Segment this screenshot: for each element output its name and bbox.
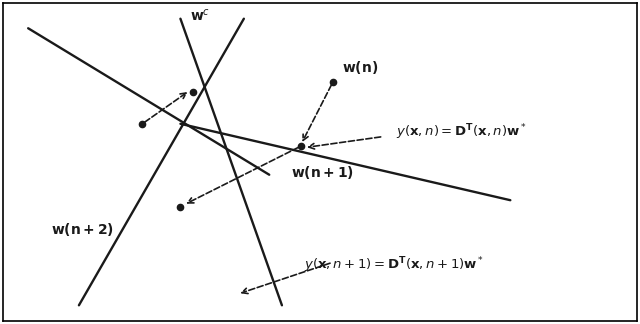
Text: $y(\mathbf{x}, n+1) = \mathbf{D}^\mathbf{T}(\mathbf{x}, n+1)\mathbf{w}^*$: $y(\mathbf{x}, n+1) = \mathbf{D}^\mathbf… xyxy=(304,256,484,275)
Text: $\mathbf{w}^c$: $\mathbf{w}^c$ xyxy=(190,7,210,23)
Text: $\mathbf{w(n+1)}$: $\mathbf{w(n+1)}$ xyxy=(291,164,355,180)
Text: $y(\mathbf{x}, n) = \mathbf{D}^\mathbf{T}(\mathbf{x}, n)\mathbf{w}^*$: $y(\mathbf{x}, n) = \mathbf{D}^\mathbf{T… xyxy=(396,122,527,142)
Text: $\mathbf{w(n+2)}$: $\mathbf{w(n+2)}$ xyxy=(51,221,114,238)
Text: $\mathbf{w(n)}$: $\mathbf{w(n)}$ xyxy=(342,59,378,76)
